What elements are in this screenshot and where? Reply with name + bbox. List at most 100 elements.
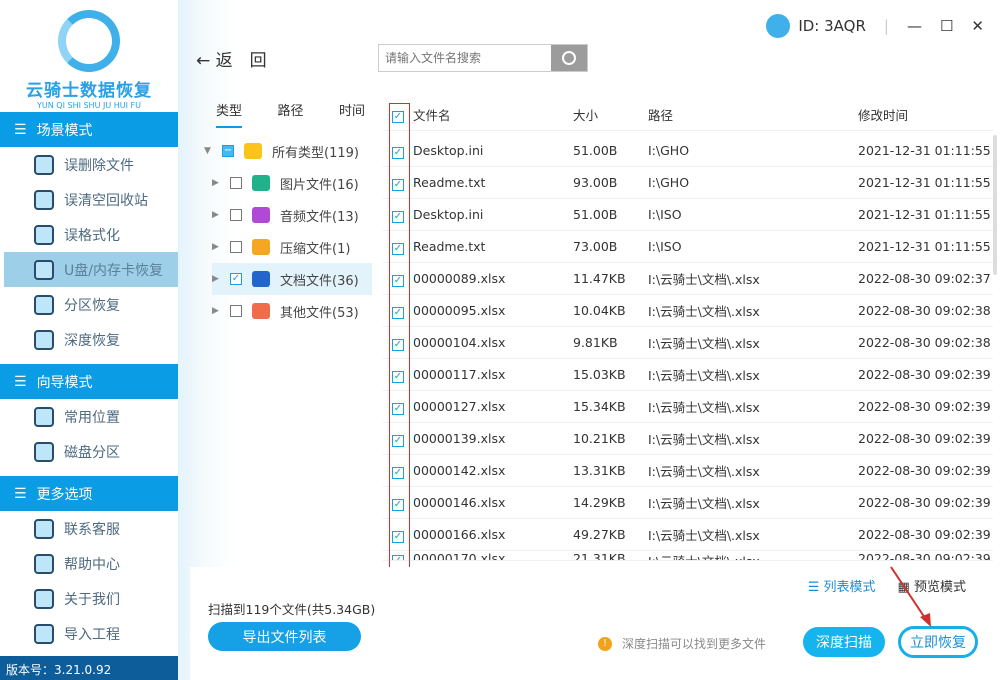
expand-arrow-icon[interactable]: ▶ bbox=[212, 306, 219, 316]
export-list-button[interactable]: 导出文件列表 bbox=[208, 622, 361, 651]
table-row[interactable]: ✓ 00000139.xlsx 10.21KB I:\云骑士\文档\.xlsx 2022… bbox=[383, 423, 993, 455]
expand-arrow-icon[interactable]: ▼ bbox=[204, 146, 211, 156]
tree-node[interactable]: ▼ − 所有类型(119) bbox=[204, 135, 364, 167]
tab-path[interactable]: 路径 bbox=[277, 104, 304, 119]
section-label: 场景模式 bbox=[36, 122, 93, 139]
cell: Readme.txt bbox=[413, 239, 486, 254]
table-row[interactable]: ✓ Readme.txt 73.00B I:\ISO 2021-12-31 01:11:… bbox=[383, 231, 993, 263]
tree-checkbox[interactable] bbox=[230, 241, 242, 253]
header-name[interactable]: 文件名 bbox=[413, 108, 451, 123]
row-checkbox[interactable]: ✓ bbox=[392, 555, 404, 560]
sidebar-item[interactable]: 深度恢复 bbox=[4, 322, 178, 357]
menu-item-icon bbox=[34, 623, 54, 644]
expand-arrow-icon[interactable]: ▶ bbox=[212, 178, 219, 188]
tree-node[interactable]: ▶ 压缩文件(1) bbox=[212, 231, 372, 263]
row-checkbox[interactable]: ✓ bbox=[392, 530, 404, 543]
tree-checkbox[interactable] bbox=[230, 305, 242, 317]
cell: 11.47KB bbox=[573, 271, 626, 286]
select-all-checkbox[interactable]: ✓ bbox=[392, 110, 404, 123]
sidebar-item[interactable]: 导入工程 bbox=[4, 616, 178, 651]
tree-node[interactable]: ▶ ✓ 文档文件(36) bbox=[212, 263, 372, 295]
row-checkbox[interactable]: ✓ bbox=[392, 338, 404, 351]
tab-type[interactable]: 类型 bbox=[216, 100, 243, 128]
sidebar-item[interactable]: U盘/内存卡恢复 bbox=[4, 252, 178, 287]
expand-arrow-icon[interactable]: ▶ bbox=[212, 242, 219, 252]
tree-label: 所有类型(119) bbox=[272, 145, 359, 161]
table-row[interactable]: ✓ 00000170.xlsx 21.31KB I:\云骑士\文档\.xlsx2022… bbox=[383, 551, 993, 561]
row-checkbox[interactable]: ✓ bbox=[392, 242, 404, 255]
maximize-button[interactable]: ☐ bbox=[939, 17, 954, 35]
sidebar-item[interactable]: 常用位置 bbox=[4, 399, 178, 434]
row-checkbox[interactable]: ✓ bbox=[392, 306, 404, 319]
table-row[interactable]: ✓ 00000166.xlsx 49.27KB I:\云骑士\文档\.xlsx 2022… bbox=[383, 519, 993, 551]
tree-node[interactable]: ▶ 其他文件(53) bbox=[212, 295, 372, 327]
row-checkbox[interactable]: ✓ bbox=[392, 466, 404, 479]
sidebar-item-label: 帮助中心 bbox=[64, 556, 120, 573]
sidebar-item[interactable]: 误删除文件 bbox=[4, 147, 178, 182]
table-row[interactable]: ✓ 00000089.xlsx 11.47KB I:\云骑士\文档\.xlsx 2022… bbox=[383, 263, 993, 295]
sidebar-item[interactable]: 磁盘分区 bbox=[4, 434, 178, 469]
scrollbar[interactable] bbox=[993, 135, 997, 275]
cell: 00000117.xlsx bbox=[413, 367, 506, 382]
close-button[interactable]: ✕ bbox=[971, 17, 984, 35]
row-checkbox[interactable]: ✓ bbox=[392, 274, 404, 287]
sidebar-item[interactable]: 帮助中心 bbox=[4, 546, 178, 581]
sidebar-item[interactable]: 误格式化 bbox=[4, 217, 178, 252]
tab-time[interactable]: 时间 bbox=[338, 104, 365, 119]
row-checkbox[interactable]: ✓ bbox=[392, 370, 404, 383]
row-checkbox[interactable]: ✓ bbox=[392, 210, 404, 223]
table-row[interactable]: ✓ Readme.txt 93.00B I:\GHO 2021-12-31 01:11:… bbox=[383, 167, 993, 199]
annotation-arrow bbox=[890, 566, 931, 627]
table-row[interactable]: ✓ 00000142.xlsx 13.31KB I:\云骑士\文档\.xlsx 2022… bbox=[383, 455, 993, 487]
list-mode-button[interactable]: ☰ 列表模式 bbox=[807, 580, 876, 595]
search-button[interactable] bbox=[551, 45, 587, 71]
tree-label: 文档文件(36) bbox=[280, 273, 359, 289]
sidebar-item[interactable]: 分区恢复 bbox=[4, 287, 178, 322]
table-row[interactable]: ✓ 00000117.xlsx 15.03KB I:\云骑士\文档\.xlsx 2022… bbox=[383, 359, 993, 391]
sidebar-item-label: 磁盘分区 bbox=[64, 444, 120, 461]
user-avatar-icon[interactable] bbox=[766, 14, 791, 38]
expand-arrow-icon[interactable]: ▶ bbox=[212, 210, 219, 220]
tree-node[interactable]: ▶ 图片文件(16) bbox=[212, 167, 372, 199]
sidebar-item[interactable]: 误清空回收站 bbox=[4, 182, 178, 217]
row-checkbox[interactable]: ✓ bbox=[392, 178, 404, 191]
row-checkbox[interactable]: ✓ bbox=[392, 402, 404, 415]
deep-scan-button[interactable]: 深度扫描 bbox=[803, 627, 885, 657]
header-modified[interactable]: 修改时间 bbox=[858, 108, 909, 123]
sidebar-item[interactable]: 联系客服 bbox=[4, 511, 178, 546]
header-size[interactable]: 大小 bbox=[573, 108, 599, 123]
recover-now-button[interactable]: 立即恢复 bbox=[898, 626, 978, 658]
table-row[interactable]: ✓ Desktop.ini 51.00B I:\GHO 2021-12-31 01:11… bbox=[383, 135, 993, 167]
table-row[interactable]: ✓ 00000095.xlsx 10.04KB I:\云骑士\文档\.xlsx 2022… bbox=[383, 295, 993, 327]
cell: 00000170.xlsx bbox=[413, 551, 506, 561]
row-checkbox[interactable]: ✓ bbox=[392, 498, 404, 511]
tree-checkbox[interactable]: − bbox=[222, 145, 234, 157]
sidebar-item[interactable]: 关于我们 bbox=[4, 581, 178, 616]
tree-checkbox[interactable] bbox=[230, 209, 242, 221]
cell: 2022-08-30 09:02:38 bbox=[858, 303, 991, 318]
row-checkbox[interactable]: ✓ bbox=[392, 434, 404, 447]
cell: 21.31KB bbox=[573, 551, 626, 561]
table-row[interactable]: ✓ 00000104.xlsx 9.81KB I:\云骑士\文档\.xlsx 2022-… bbox=[383, 327, 993, 359]
tree-checkbox[interactable]: ✓ bbox=[230, 273, 242, 285]
cell: 73.00B bbox=[573, 239, 618, 254]
scan-summary: 扫描到119个文件(共5.34GB) bbox=[208, 602, 376, 617]
expand-arrow-icon[interactable]: ▶ bbox=[212, 274, 219, 284]
table-row[interactable]: ✓ Desktop.ini 51.00B I:\ISO 2021-12-31 01:11… bbox=[383, 199, 993, 231]
cell: 51.00B bbox=[573, 207, 618, 222]
minimize-button[interactable]: — bbox=[906, 17, 922, 35]
section-header: ☰ 向导模式 bbox=[0, 364, 178, 399]
tree-checkbox[interactable] bbox=[230, 177, 242, 189]
sidebar-item-label: U盘/内存卡恢复 bbox=[64, 262, 163, 279]
file-type-icon bbox=[252, 207, 270, 223]
table-row[interactable]: ✓ 00000127.xlsx 15.34KB I:\云骑士\文档\.xlsx 2022… bbox=[383, 391, 993, 423]
header-path[interactable]: 路径 bbox=[648, 108, 674, 123]
search-input[interactable] bbox=[379, 45, 551, 71]
tree-node[interactable]: ▶ 音频文件(13) bbox=[212, 199, 372, 231]
back-button[interactable]: ← 返 回 bbox=[196, 46, 267, 71]
file-type-icon bbox=[252, 175, 270, 191]
cell: 00000095.xlsx bbox=[413, 303, 506, 318]
table-row[interactable]: ✓ 00000146.xlsx 14.29KB I:\云骑士\文档\.xlsx 2022… bbox=[383, 487, 993, 519]
menu-item-icon bbox=[34, 518, 54, 539]
row-checkbox[interactable]: ✓ bbox=[392, 146, 404, 159]
